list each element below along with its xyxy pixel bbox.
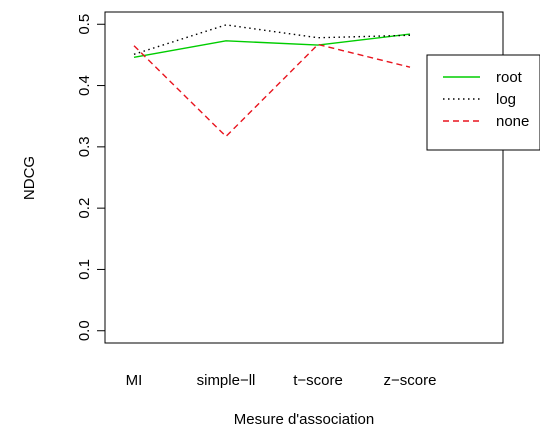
legend-label-root: root (496, 69, 523, 86)
y-tick-label: 0.3 (76, 136, 93, 157)
plot-area (104, 11, 504, 344)
x-tick-label: simple−ll (197, 372, 256, 389)
series-line-none (133, 43, 411, 138)
x-axis-labels: MI simple−ll t−score z−score (126, 372, 437, 389)
series-line-root (133, 33, 411, 59)
plot-frame (104, 11, 504, 344)
series-line-log (133, 24, 411, 55)
x-tick-label: z−score (384, 372, 437, 389)
x-tick-label: t−score (293, 372, 343, 389)
y-tick-label: 0.4 (76, 75, 93, 96)
x-axis-title: Mesure d'association (234, 411, 374, 428)
legend: root log none (426, 54, 540, 151)
legend-box (426, 54, 540, 151)
y-axis: 0.0 0.1 0.2 0.3 0.4 0.5 (76, 14, 105, 341)
y-tick-label: 0.1 (76, 259, 93, 280)
legend-label-log: log (496, 91, 516, 108)
series-lines (133, 24, 411, 138)
y-tick-label: 0.2 (76, 198, 93, 219)
legend-label-none: none (496, 113, 529, 130)
y-tick-label: 0.0 (76, 320, 93, 341)
y-axis-title: NDCG (21, 156, 38, 200)
y-tick-label: 0.5 (76, 14, 93, 35)
x-tick-label: MI (126, 372, 143, 389)
